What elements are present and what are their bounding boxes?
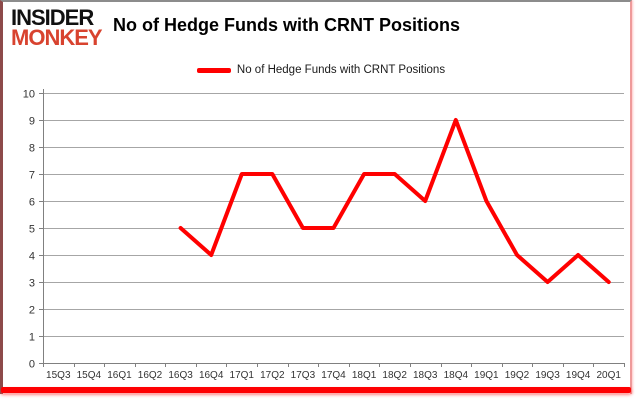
svg-text:9: 9: [29, 116, 35, 128]
svg-text:16Q3: 16Q3: [168, 370, 193, 381]
svg-text:15Q4: 15Q4: [77, 370, 102, 381]
insider-monkey-logo: INSIDER MONKEY: [11, 5, 103, 51]
chart-card: INSIDER MONKEY No of Hedge Funds with CR…: [0, 0, 632, 394]
chart-plot: 0 1 2 3 4 5 6 7 8 9 10 15Q3 15Q4 16Q1 16Q2 16Q3 16Q4 17Q1…: [23, 89, 625, 381]
logo-line-monkey: MONKEY: [11, 25, 103, 51]
legend-line-swatch: [196, 67, 231, 73]
bottom-accent-bar: [1, 387, 631, 393]
svg-text:16Q4: 16Q4: [199, 370, 224, 381]
svg-text:5: 5: [29, 224, 35, 236]
svg-text:10: 10: [23, 89, 35, 101]
svg-text:16Q1: 16Q1: [107, 370, 132, 381]
chart-legend: No of Hedge Funds with CRNT Positions: [3, 64, 636, 76]
svg-text:18Q2: 18Q2: [382, 370, 407, 381]
svg-text:17Q3: 17Q3: [291, 370, 316, 381]
svg-text:15Q3: 15Q3: [46, 370, 71, 381]
svg-text:1: 1: [29, 332, 35, 344]
svg-text:3: 3: [29, 278, 35, 290]
svg-text:19Q3: 19Q3: [535, 370, 560, 381]
svg-text:8: 8: [29, 143, 35, 155]
svg-text:19Q1: 19Q1: [474, 370, 499, 381]
svg-text:4: 4: [29, 251, 35, 263]
svg-text:17Q4: 17Q4: [321, 370, 346, 381]
logo-line-insider: INSIDER: [11, 5, 94, 30]
svg-text:2: 2: [29, 305, 35, 317]
svg-text:19Q4: 19Q4: [566, 370, 591, 381]
svg-text:19Q2: 19Q2: [505, 370, 530, 381]
svg-text:0: 0: [29, 359, 35, 371]
chart-title: No of Hedge Funds with CRNT Positions: [113, 15, 460, 35]
legend-label: No of Hedge Funds with CRNT Positions: [236, 64, 446, 76]
svg-text:7: 7: [29, 170, 35, 182]
svg-text:6: 6: [29, 197, 35, 209]
svg-text:18Q4: 18Q4: [444, 370, 469, 381]
svg-text:18Q1: 18Q1: [352, 370, 377, 381]
svg-text:17Q2: 17Q2: [260, 370, 285, 381]
svg-text:20Q1: 20Q1: [596, 370, 621, 381]
svg-text:16Q2: 16Q2: [138, 370, 163, 381]
svg-text:18Q3: 18Q3: [413, 370, 438, 381]
svg-text:17Q1: 17Q1: [230, 370, 255, 381]
